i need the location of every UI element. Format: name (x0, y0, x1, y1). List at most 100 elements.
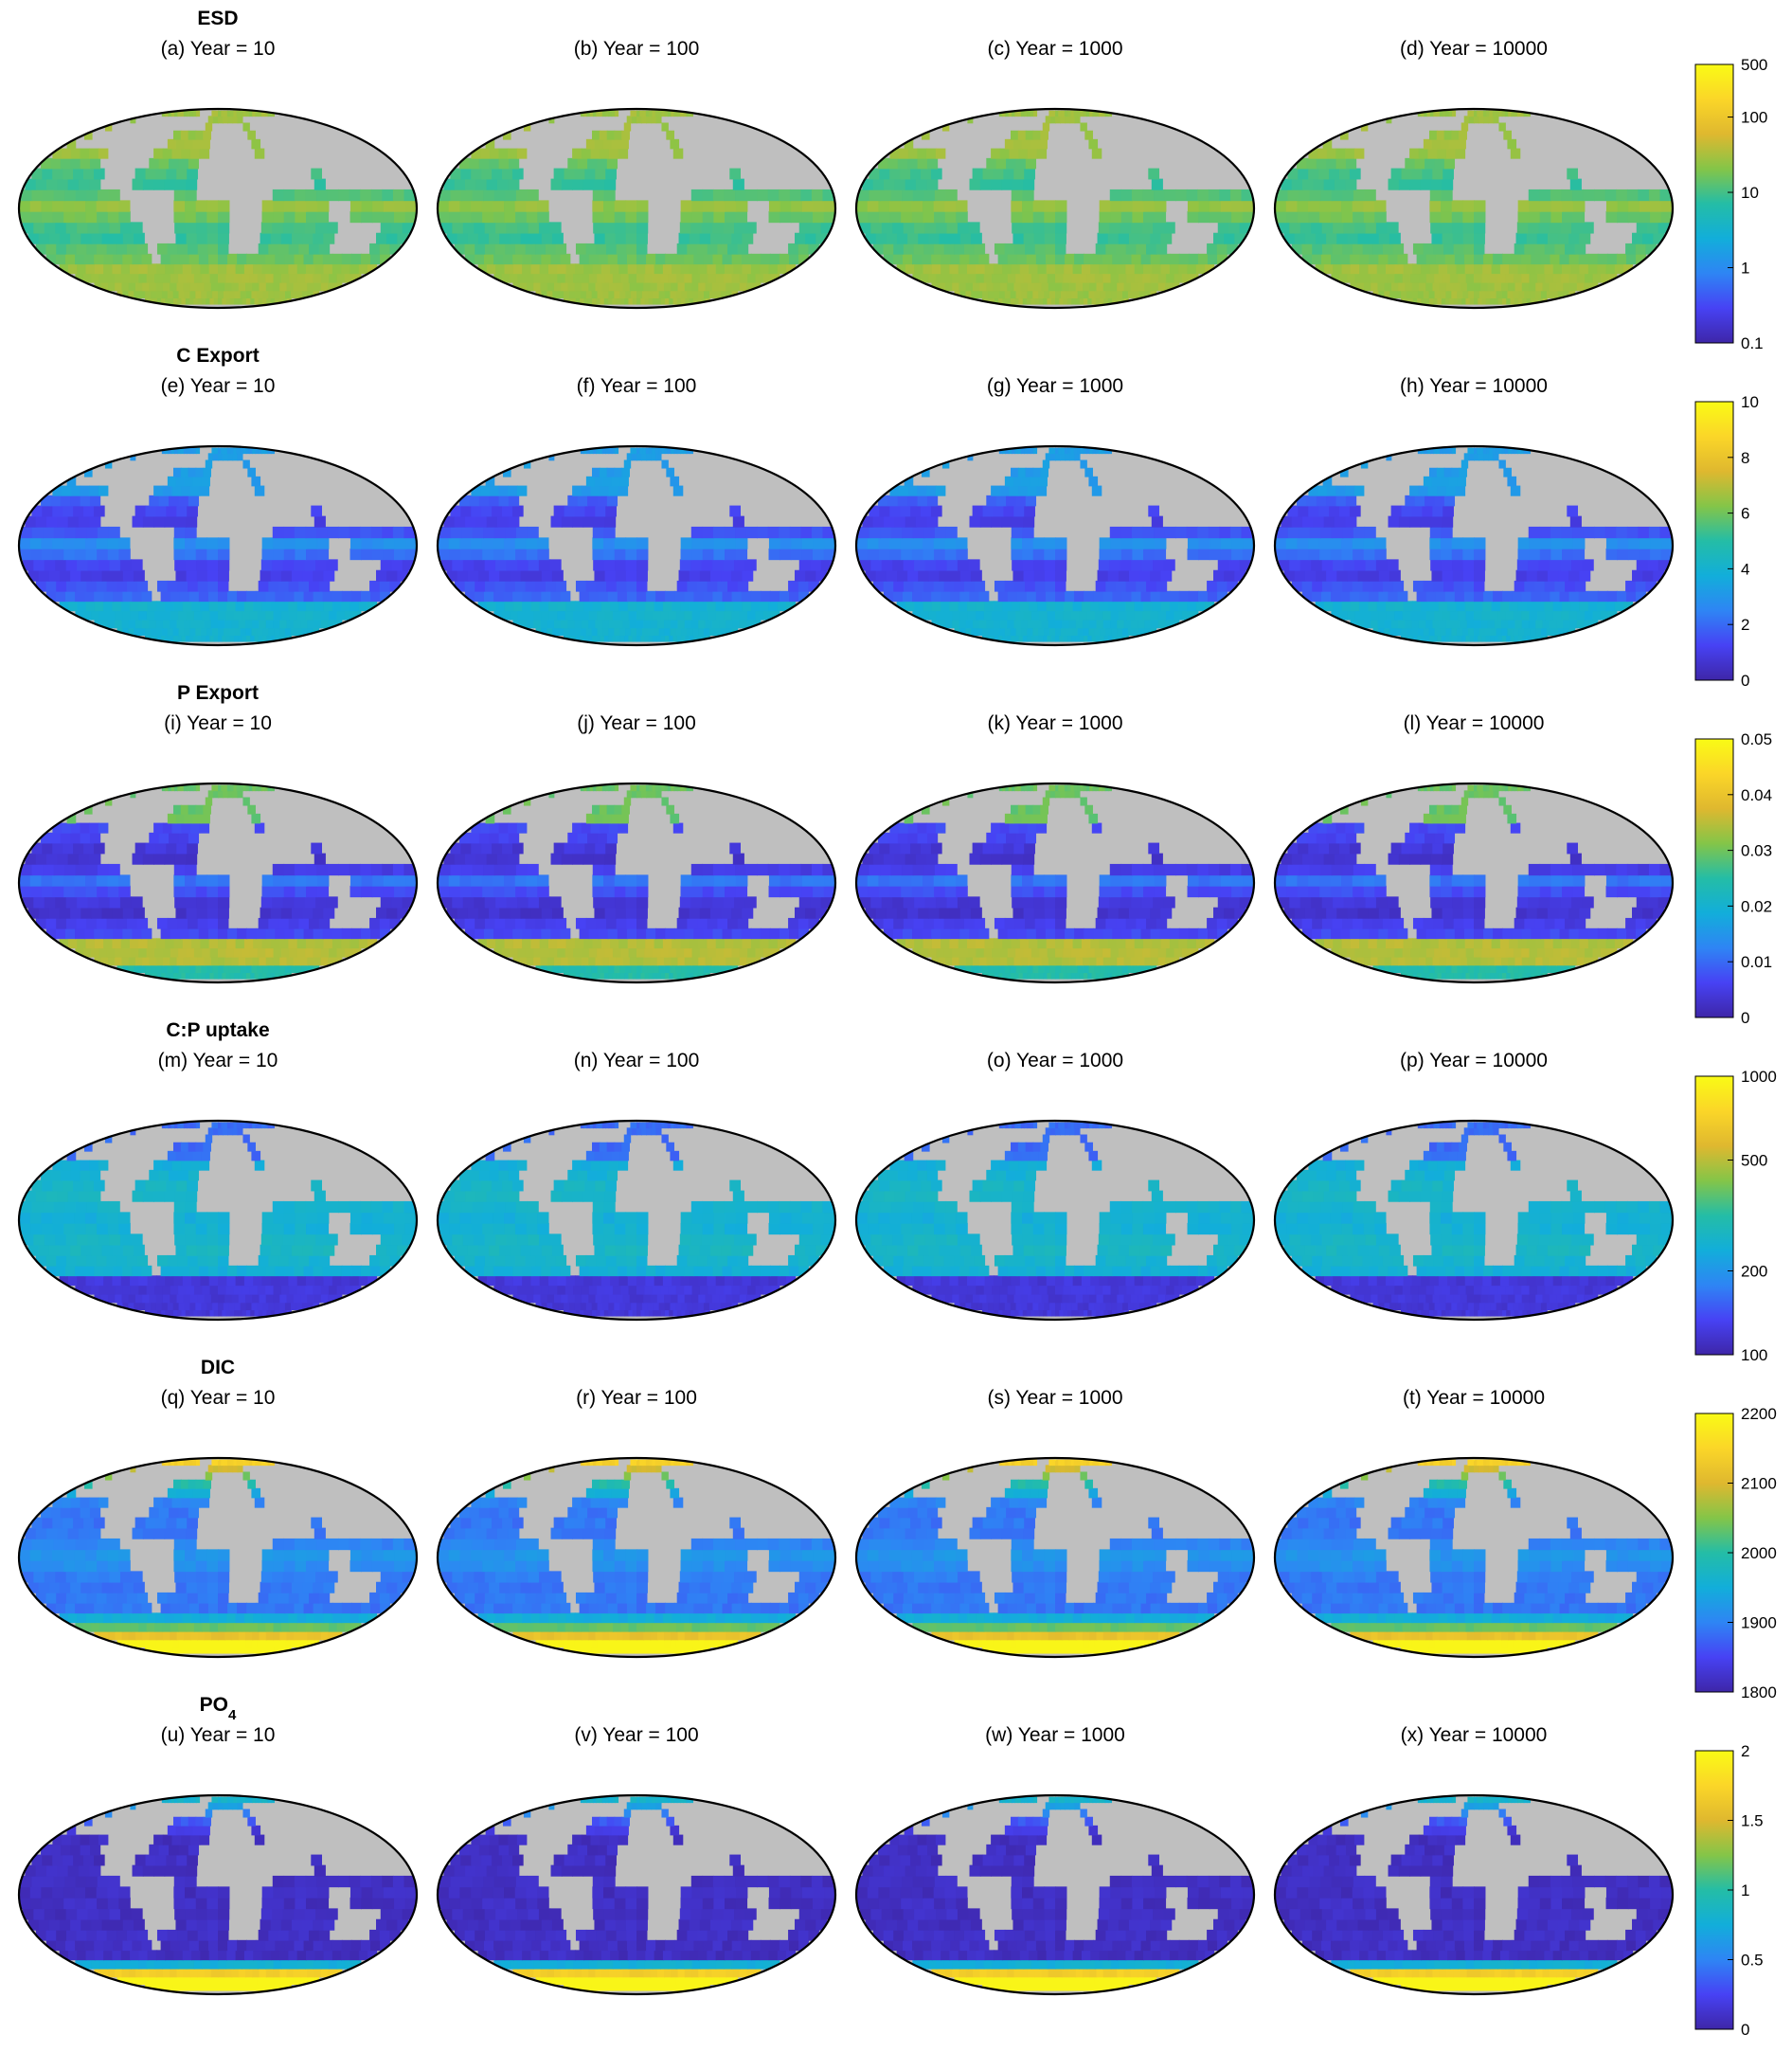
row-title: DIC (201, 1357, 235, 1378)
row-c-export: C Export (e) Year = 10 (f) Year = 100 (g) Y… (17, 345, 1759, 690)
colorbar-tick-label: 500 (1741, 56, 1767, 74)
panel-label: (r) Year = 100 (576, 1387, 697, 1409)
colorbar-gradient (1694, 1075, 1734, 1356)
map-panel: (p) Year = 10000 (1273, 1050, 1675, 1322)
row-cp-uptake: C:P uptake (m) Year = 10 (n) Year = 100 (o)… (17, 1019, 1777, 1364)
map-panel: (g) Year = 1000 (854, 375, 1256, 647)
row-title-text: C:P uptake (166, 1019, 269, 1041)
colorbar-tick-label: 2000 (1741, 1544, 1777, 1562)
row-title-subscript: 4 (228, 1707, 237, 1723)
map-panel: (i) Year = 10 (17, 712, 419, 984)
colorbar: 500 100 10 1 0.1 (1694, 56, 1767, 352)
row-p-export: P Export (i) Year = 10 (j) Year = 100 (k) Y… (17, 682, 1772, 1027)
colorbar-tick-label: 10 (1741, 184, 1759, 202)
map-panel: (b) Year = 100 (436, 38, 837, 310)
colorbar-gradient (1694, 401, 1734, 681)
colorbar-tick-label: 2 (1741, 616, 1749, 634)
map-panel: (q) Year = 10 (17, 1387, 419, 1659)
row-title: PO4 (200, 1694, 237, 1723)
panel-label: (o) Year = 1000 (987, 1050, 1123, 1071)
colorbar-tick-label: 500 (1741, 1152, 1767, 1170)
colorbar-tick-label: 4 (1741, 560, 1749, 578)
colorbar-gradient (1694, 1413, 1734, 1693)
map-panel: (l) Year = 10000 (1273, 712, 1675, 984)
map-panel: (k) Year = 1000 (854, 712, 1256, 984)
panel-label: (c) Year = 1000 (987, 38, 1122, 60)
colorbar-gradient (1694, 1750, 1734, 2030)
map-panel: (t) Year = 10000 (1273, 1387, 1675, 1659)
colorbar-tick-label: 1.5 (1741, 1812, 1764, 1830)
row-title-text: ESD (197, 8, 238, 29)
row-title: C:P uptake (166, 1019, 269, 1041)
map-panel: (w) Year = 1000 (854, 1724, 1256, 1996)
row-esd: ESD (a) Year = 10 (b) Year = 100 (c) Year =… (17, 8, 1767, 352)
panel-label: (q) Year = 10 (161, 1387, 276, 1409)
colorbar-tick-label: 0 (1741, 672, 1749, 690)
panel-label: (u) Year = 10 (161, 1724, 276, 1746)
row-title-text: P Export (177, 682, 259, 704)
colorbar-tick-label: 2200 (1741, 1405, 1777, 1423)
row-dic: DIC (q) Year = 10 (r) Year = 100 (s) Year =… (17, 1357, 1777, 1701)
map-panel: (a) Year = 10 (17, 38, 419, 310)
row-title: P Export (177, 682, 259, 704)
map-panel: (h) Year = 10000 (1273, 375, 1675, 647)
panel-label: (e) Year = 10 (161, 375, 276, 397)
panel-label: (b) Year = 100 (574, 38, 700, 60)
map-panel: (o) Year = 1000 (854, 1050, 1256, 1322)
colorbar-tick-label: 10 (1741, 393, 1759, 411)
panel-label: (n) Year = 100 (574, 1050, 700, 1071)
colorbar-tick-label: 0.5 (1741, 1952, 1764, 1970)
colorbar-tick-label: 1800 (1741, 1683, 1777, 1701)
colorbar-tick-label: 1000 (1741, 1068, 1777, 1086)
colorbar: 2200 2100 2000 1900 1800 (1694, 1405, 1777, 1701)
colorbar-tick-label: 2100 (1741, 1475, 1777, 1493)
map-panel: (x) Year = 10000 (1273, 1724, 1675, 1996)
panel-label: (j) Year = 100 (577, 712, 696, 734)
map-panel: (j) Year = 100 (436, 712, 837, 984)
colorbar: 0.05 0.04 0.03 0.02 0.01 0 (1694, 730, 1772, 1027)
panel-label: (a) Year = 10 (161, 38, 276, 60)
map-panel: (n) Year = 100 (436, 1050, 837, 1322)
colorbar: 2 1.5 1 0.5 0 (1694, 1742, 1764, 2039)
colorbar-tick-label: 0.03 (1741, 842, 1772, 860)
colorbar-tick-label: 0.02 (1741, 897, 1772, 915)
panel-label: (t) Year = 10000 (1403, 1387, 1545, 1409)
colorbar-tick-label: 0.04 (1741, 786, 1772, 804)
row-title-text: C Export (176, 345, 260, 367)
colorbar-tick-label: 6 (1741, 505, 1749, 523)
colorbar-tick-label: 100 (1741, 1346, 1767, 1364)
colorbar-tick-label: 0.1 (1741, 334, 1764, 352)
panel-label: (d) Year = 10000 (1400, 38, 1548, 60)
colorbar-gradient (1694, 63, 1734, 344)
panel-label: (f) Year = 100 (577, 375, 697, 397)
map-panel: (r) Year = 100 (436, 1387, 837, 1659)
colorbar-tick-label: 1 (1741, 260, 1749, 278)
colorbar-tick-label: 2 (1741, 1742, 1749, 1760)
map-panel: (u) Year = 10 (17, 1724, 419, 1996)
panel-label: (l) Year = 10000 (1404, 712, 1545, 734)
colorbar-tick-label: 0 (1741, 1009, 1749, 1027)
row-po4: PO4(u) Year = 10 (v) Year = 100 (w) Year =… (17, 1694, 1764, 2039)
map-panel: (v) Year = 100 (436, 1724, 837, 1996)
colorbar-tick-label: 1 (1741, 1881, 1749, 1899)
colorbar: 1000 500 200 100 (1694, 1068, 1777, 1364)
panel-label: (w) Year = 1000 (985, 1724, 1125, 1746)
colorbar-tick-label: 0 (1741, 2021, 1749, 2039)
panel-label: (x) Year = 10000 (1401, 1724, 1548, 1746)
panel-label: (v) Year = 100 (574, 1724, 698, 1746)
map-panel: (c) Year = 1000 (854, 38, 1256, 310)
colorbar-tick-label: 0.01 (1741, 953, 1772, 971)
map-panel: (s) Year = 1000 (854, 1387, 1256, 1659)
panel-label: (m) Year = 10 (158, 1050, 278, 1071)
map-panel: (d) Year = 10000 (1273, 38, 1675, 310)
figure-rows: ESD (a) Year = 10 (b) Year = 100 (c) Year =… (17, 8, 1777, 2039)
map-panel: (e) Year = 10 (17, 375, 419, 647)
row-title-text: PO (200, 1694, 228, 1716)
panel-label: (k) Year = 1000 (987, 712, 1122, 734)
panel-label: (i) Year = 10 (164, 712, 272, 734)
panel-label: (p) Year = 10000 (1400, 1050, 1548, 1071)
map-panel: (f) Year = 100 (436, 375, 837, 647)
colorbar-tick-label: 100 (1741, 109, 1767, 127)
panel-label: (g) Year = 1000 (987, 375, 1123, 397)
